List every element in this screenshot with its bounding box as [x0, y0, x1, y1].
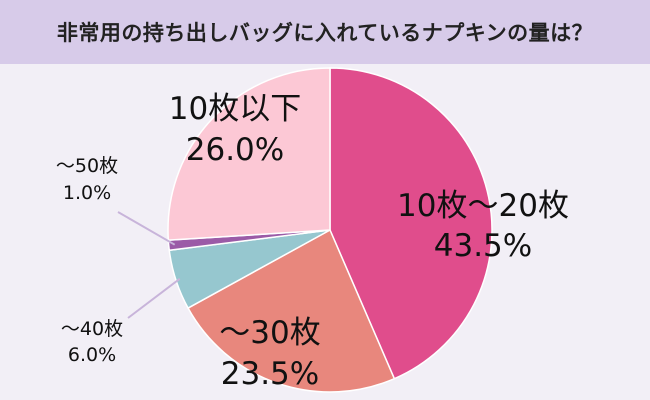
slice-value-10-20: 43.5% — [434, 228, 532, 264]
slice-10-20 — [329, 67, 493, 380]
slice-under-10 — [167, 67, 331, 241]
slice-30 — [187, 228, 396, 393]
slice-label-40: 〜40枚 — [61, 318, 123, 340]
slice-value-30: 23.5% — [221, 356, 319, 392]
chart-title: 非常用の持ち出しバッグに入れているナプキンの量は？ — [56, 21, 594, 45]
title-bar: 非常用の持ち出しバッグに入れているナプキンの量は？ — [0, 0, 650, 64]
slice-label-30: 〜30枚 — [219, 315, 320, 351]
slice-value-40: 6.0% — [68, 344, 116, 366]
slice-label-under-10: 10枚以下 — [169, 91, 301, 127]
slice-value-50: 1.0% — [63, 182, 111, 204]
leader-lines — [117, 211, 181, 319]
slice-label-10-20: 10枚〜20枚 — [397, 188, 569, 224]
slice-labels: 10枚〜20枚 43.5% 〜30枚 23.5% 〜40枚 6.0% 〜50枚 … — [56, 91, 569, 392]
leader-line-40 — [127, 278, 181, 319]
slice-label-50: 〜50枚 — [56, 155, 118, 177]
pie-slices — [167, 67, 493, 393]
leader-line-50 — [117, 211, 176, 246]
slice-value-under-10: 26.0% — [186, 132, 284, 168]
